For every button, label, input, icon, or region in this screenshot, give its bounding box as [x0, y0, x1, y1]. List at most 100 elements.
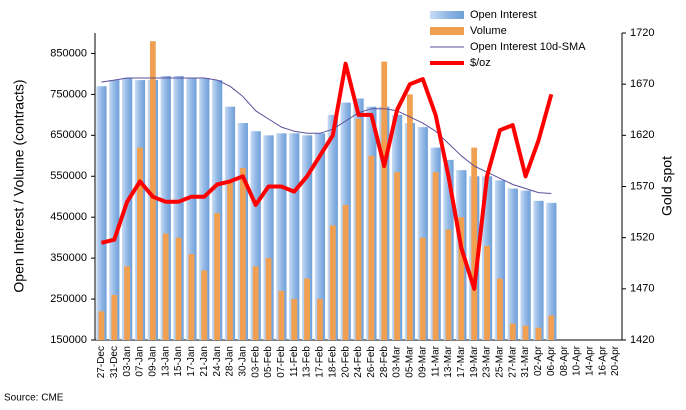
x-tick-label: 16-Apr [597, 345, 608, 376]
x-tick-label: 10-Apr [572, 345, 583, 376]
open-interest-bar [546, 202, 557, 340]
x-tick-label: 30-Jan [237, 346, 248, 377]
x-tick-label: 15-Jan [173, 346, 184, 377]
volume-bar [394, 172, 400, 340]
volume-bar [496, 278, 503, 340]
volume-bar [522, 325, 529, 340]
y-tick-label: 850000 [50, 47, 87, 59]
legend-swatch [430, 11, 464, 19]
sma-line [101, 77, 552, 194]
legend-label: Open Interest [470, 9, 537, 21]
open-interest-bar [289, 133, 300, 340]
x-tick-label: 03-Mar [392, 345, 403, 377]
x-tick-label: 28-Feb [379, 346, 390, 378]
y-tick-label: 350000 [50, 252, 87, 264]
x-tick-label: 17-Jan [186, 346, 197, 377]
volume-bar [265, 258, 272, 340]
x-tick-label: 08-Apr [559, 345, 570, 376]
x-tick-label: 21-Jan [199, 346, 210, 377]
y-axis-title: Open Interest / Volume (contracts) [11, 79, 27, 292]
open-interest-bar [199, 78, 210, 340]
x-tick-label: 17-Feb [315, 346, 326, 378]
volume-bar [432, 172, 439, 340]
volume-bar [548, 315, 555, 340]
x-tick-label: 20-Feb [340, 346, 351, 378]
volume-bar [484, 245, 490, 340]
x-tick-label: 25-Mar [495, 345, 506, 377]
volume-bar [188, 254, 195, 340]
x-tick-label: 07-Jan [135, 346, 146, 377]
x-tick-label: 09-Jan [147, 346, 158, 377]
volume-bar [317, 299, 323, 340]
volume-bar [175, 237, 182, 340]
open-interest-bar [494, 180, 506, 340]
volume-bar [342, 204, 349, 340]
legend-label: Open Interest 10d-SMA [470, 41, 586, 53]
volume-bar [214, 213, 221, 340]
open-interest-bar [276, 133, 287, 340]
y2-tick-label: 1570 [630, 180, 654, 192]
volume-bar [137, 147, 143, 340]
legend-label: $/oz [470, 57, 491, 69]
x-tick-label: 17-Mar [456, 345, 467, 377]
volume-bar [407, 94, 413, 341]
y-tick-label: 250000 [50, 293, 87, 305]
volume-bar [124, 266, 131, 340]
volume-bar [419, 237, 426, 340]
x-tick-label: 31-Mar [520, 345, 531, 377]
x-tick-label: 31-Dec [109, 346, 120, 378]
volume-bar [252, 266, 259, 340]
x-tick-label: 24-Feb [353, 346, 364, 378]
volume-bar [149, 41, 156, 340]
y2-axis-title: Gold spot [659, 156, 675, 216]
y2-tick-label: 1670 [630, 78, 654, 90]
volume-bar [381, 61, 388, 341]
y2-tick-label: 1520 [630, 232, 654, 244]
volume-bar [535, 327, 542, 340]
x-tick-label: 02-Apr [533, 345, 544, 376]
y2-tick-label: 1420 [630, 334, 654, 346]
x-tick-label: 26-Feb [366, 346, 377, 378]
source-note: Source: CME [4, 393, 64, 404]
open-interest-bar [301, 135, 313, 340]
open-interest-bar [96, 86, 107, 340]
x-tick-label: 05-Mar [405, 345, 416, 377]
volume-bar [329, 225, 336, 340]
x-tick-label: 09-Mar [417, 345, 428, 377]
open-interest-bar [160, 75, 171, 340]
x-tick-label: 11-Feb [289, 346, 300, 377]
open-interest-bar [186, 78, 197, 340]
y-tick-label: 150000 [50, 334, 87, 346]
x-tick-label: 13-Jan [160, 346, 171, 377]
volume-bar [304, 278, 310, 340]
open-interest-bar [417, 127, 428, 340]
y2-tick-label: 1720 [630, 27, 654, 39]
volume-bar [227, 180, 233, 340]
x-tick-label: 14-Apr [585, 345, 596, 376]
volume-bar [201, 270, 208, 340]
open-interest-bar [314, 133, 326, 340]
x-tick-label: 23-Mar [482, 345, 493, 377]
y-tick-label: 650000 [50, 129, 87, 141]
volume-bar [509, 323, 516, 340]
y-tick-label: 450000 [50, 211, 87, 223]
x-tick-label: 28-Jan [225, 346, 236, 377]
y2-tick-label: 1470 [630, 283, 654, 295]
volume-bar [98, 311, 105, 340]
volume-bar [162, 233, 169, 340]
volume-bar [458, 217, 465, 340]
open-interest-bar [211, 80, 223, 340]
open-interest-bar [250, 131, 261, 340]
x-tick-label: 27-Dec [96, 346, 107, 378]
x-tick-label: 27-Mar [507, 345, 518, 377]
x-tick-label: 24-Jan [212, 346, 223, 377]
y-tick-label: 750000 [50, 88, 87, 100]
open-interest-bar [263, 135, 274, 340]
volume-bar [445, 229, 452, 340]
x-tick-label: 13-Feb [302, 346, 313, 378]
volume-bar [278, 290, 285, 340]
x-tick-label: 03-Feb [250, 346, 261, 378]
x-tick-label: 11-Mar [430, 345, 441, 377]
y-tick-label: 550000 [50, 170, 87, 182]
